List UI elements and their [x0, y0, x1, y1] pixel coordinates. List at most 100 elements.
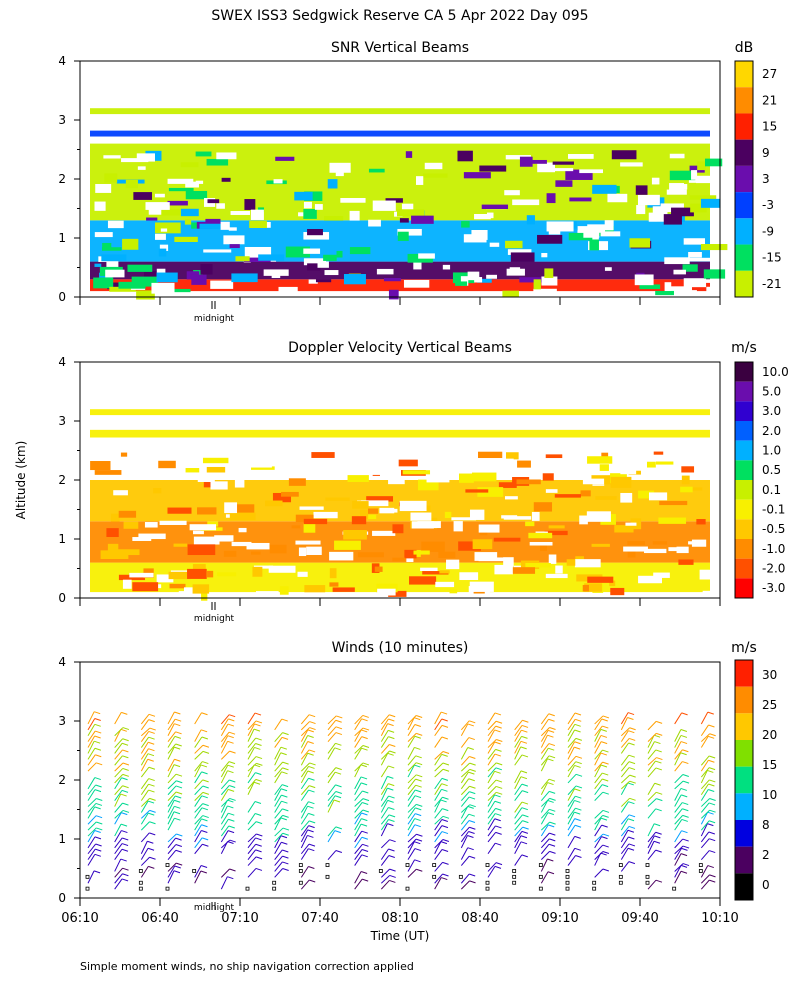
wind-barb [354, 830, 363, 843]
wind-barb-flag [201, 807, 209, 811]
winds-colorbar-swatch [735, 846, 753, 874]
snr-texture [512, 199, 540, 206]
wind-barb-flag [281, 794, 288, 798]
wind-barb [540, 809, 550, 819]
wind-barb-flag [94, 836, 102, 840]
wind-barb [354, 745, 364, 754]
wind-barb-flag [549, 838, 556, 842]
snr-texture [230, 211, 250, 215]
wind-barb-flag [468, 737, 475, 741]
snr-texture [317, 261, 329, 268]
wind-barb [487, 741, 496, 754]
wind-barb [567, 765, 576, 778]
doppler-texture [548, 554, 557, 564]
wind-barb-flag [442, 796, 449, 800]
wind-barb-flag [362, 762, 370, 766]
wind-barb-flag [682, 863, 690, 867]
doppler-texture [153, 488, 162, 494]
wind-barb-flag [441, 753, 448, 757]
snr-texture [174, 236, 198, 242]
wind-barb [620, 767, 630, 778]
wind-barb [567, 807, 576, 819]
wind-barb-flag [574, 824, 582, 828]
wind-calm-marker [565, 886, 570, 891]
doppler-texture [579, 515, 588, 525]
wind-barb [674, 780, 684, 790]
wind-barb [594, 833, 604, 843]
wind-barb [354, 849, 363, 860]
wind-barb-flag [281, 736, 289, 740]
wind-barb-flag [122, 749, 129, 753]
wind-barb-flag [360, 823, 368, 827]
snr-texture [629, 238, 651, 248]
wind-barb [700, 809, 710, 819]
wind-barb [194, 764, 202, 778]
wind-barb-flag [494, 753, 502, 757]
snr-layer [90, 279, 710, 292]
wind-calm-marker [565, 869, 570, 873]
wind-barb-flag [175, 837, 182, 841]
doppler-texture [252, 459, 263, 463]
wind-barb-flag [468, 778, 475, 782]
wind-barb [300, 766, 309, 778]
doppler-texture [325, 497, 350, 501]
wind-barb [700, 733, 711, 743]
doppler-layer [90, 429, 710, 438]
wind-calm-marker [512, 874, 517, 879]
wind-barb [87, 827, 97, 837]
wind-barb-flag [574, 799, 581, 803]
snr-texture [592, 184, 617, 194]
wind-barb-flag [521, 729, 528, 733]
wind-barb-flag [335, 850, 343, 853]
snr-texture [639, 284, 661, 290]
snr-texture [669, 183, 684, 191]
snr-texture [577, 226, 589, 231]
wind-barb-flag [388, 807, 395, 810]
wind-calm-marker [485, 880, 490, 885]
wind-barb [594, 784, 603, 796]
wind-barb [274, 817, 282, 831]
snr-colorbar-label: 15 [762, 120, 777, 134]
doppler-texture [517, 460, 531, 468]
wind-barb [194, 779, 203, 790]
wind-barb [247, 813, 256, 825]
wind-barb [594, 715, 604, 725]
snr-texture [294, 191, 313, 201]
snr-texture [533, 279, 541, 290]
wind-calm-marker [405, 886, 410, 891]
snr-texture [471, 230, 488, 240]
snr-texture [343, 274, 366, 285]
wind-barb-flag [202, 744, 210, 748]
wind-barb [514, 729, 522, 742]
doppler-texture [123, 521, 139, 529]
wind-barb [140, 758, 149, 772]
wind-barb-flag [628, 801, 635, 805]
doppler-texture [291, 525, 301, 529]
wind-barb-flag [469, 791, 476, 795]
wind-barb [487, 720, 497, 731]
doppler-texture [627, 541, 645, 545]
wind-barb [87, 815, 97, 825]
wind-barb-flag [414, 764, 421, 768]
wind-barb [540, 838, 550, 849]
doppler-texture [129, 572, 154, 578]
snr-texture [481, 204, 509, 210]
wind-barb [647, 879, 657, 890]
wind-barb-flag [521, 801, 529, 805]
snr-texture [275, 156, 295, 161]
snr-texture [136, 290, 155, 300]
wind-calm-marker [592, 880, 597, 885]
wind-barb-flag [415, 807, 422, 811]
wind-barb-flag [202, 803, 209, 807]
doppler-texture [435, 581, 455, 588]
snr-texture [411, 215, 434, 224]
doppler-texture [376, 583, 398, 593]
snr-ytick-label: 2 [58, 172, 66, 186]
doppler-texture [234, 479, 245, 488]
wind-barb [274, 808, 283, 819]
wind-barb-flag [308, 866, 315, 869]
wind-barb-flag [600, 734, 608, 738]
wind-barb [407, 838, 417, 849]
wind-barb [700, 711, 709, 725]
snr-texture [388, 289, 399, 300]
